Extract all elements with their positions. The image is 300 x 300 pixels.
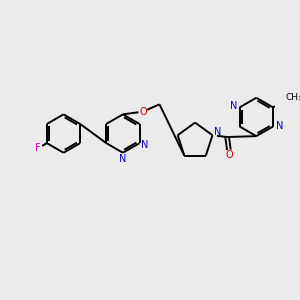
Text: O: O xyxy=(225,150,233,160)
Text: N: N xyxy=(119,154,127,164)
Text: N: N xyxy=(141,140,149,150)
Text: N: N xyxy=(214,128,222,137)
Text: N: N xyxy=(230,100,237,110)
Text: CH₃: CH₃ xyxy=(286,93,300,102)
Text: N: N xyxy=(276,121,283,130)
Text: F: F xyxy=(35,143,41,153)
Text: O: O xyxy=(139,106,147,117)
